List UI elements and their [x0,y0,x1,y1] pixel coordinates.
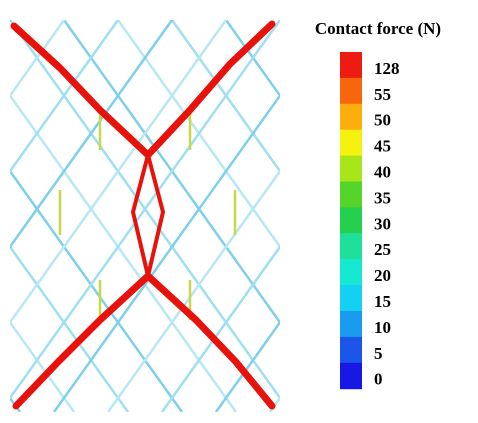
mesh-strut [214,320,280,412]
colorbar-label: 5 [374,344,383,363]
lattice-mesh [10,20,478,412]
strut [12,272,152,410]
mesh-strut [10,20,280,401]
mesh-strut [10,244,130,412]
colorbar: Contact force (N) 1285550454035302520151… [315,19,441,390]
mesh-strut [170,20,280,174]
colorbar-segment [340,77,362,105]
colorbar-segment [340,129,362,157]
colorbar-segment [340,207,362,234]
mesh-strut [116,20,280,249]
mesh-strut [442,20,478,412]
mesh-strut [10,93,238,412]
mesh-strut [224,20,280,98]
colorbar-label: 128 [374,59,400,78]
strut [131,153,165,278]
mesh-strut [10,20,228,325]
mesh-strut [388,20,478,412]
colorbar-label: 15 [374,292,391,311]
mesh-strut [106,169,280,412]
colorbar-label: 25 [374,240,391,259]
strut [144,272,276,410]
colorbar-label: 45 [374,137,391,156]
mesh-strut [10,20,66,98]
strut [10,22,152,159]
colorbar-title: Contact force (N) [315,19,441,38]
mesh-strut [160,244,280,412]
mesh-strut [10,20,12,23]
mesh-strut [378,20,478,412]
colorbar-label: 30 [374,214,391,233]
colorbar-segment [340,311,362,338]
mesh-strut [10,20,174,249]
colorbar-segment [340,155,362,182]
colorbar-segment [340,103,362,131]
colorbar-segment [340,362,362,390]
colorbar-segment [340,285,362,312]
mesh-strut [10,395,22,412]
high-force-struts [10,20,276,410]
colorbar-label: 35 [374,188,391,207]
colorbar-label: 10 [374,318,391,337]
mesh-strut [10,169,184,412]
colorbar-label: 20 [374,266,391,285]
colorbar-segment [340,181,362,208]
mesh-strut [52,93,280,412]
strut [144,20,276,159]
colorbar-segment [340,259,362,286]
colorbar-label: 40 [374,162,391,181]
mesh-strut [10,20,120,174]
colorbar-label: 0 [374,370,383,389]
colorbar-segment [340,336,362,364]
colorbar-label: 55 [374,85,391,104]
colorbar-segment [340,233,362,260]
mesh-strut [10,20,280,401]
colorbar-segment [340,52,362,79]
mesh-strut [10,320,76,412]
colorbar-label: 50 [374,111,391,130]
mesh-strut [62,20,280,325]
